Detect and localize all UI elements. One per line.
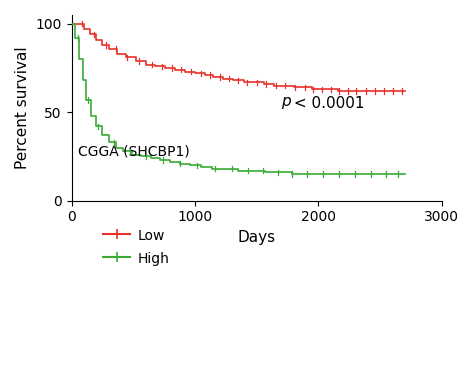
Legend: Low, High: Low, High bbox=[97, 223, 175, 272]
Text: CGGA (SHCBP1): CGGA (SHCBP1) bbox=[78, 144, 190, 158]
Y-axis label: Percent survival: Percent survival bbox=[15, 46, 30, 169]
X-axis label: Days: Days bbox=[237, 230, 276, 245]
Text: < 0.0001: < 0.0001 bbox=[289, 96, 364, 111]
Text: $p$: $p$ bbox=[281, 95, 292, 111]
